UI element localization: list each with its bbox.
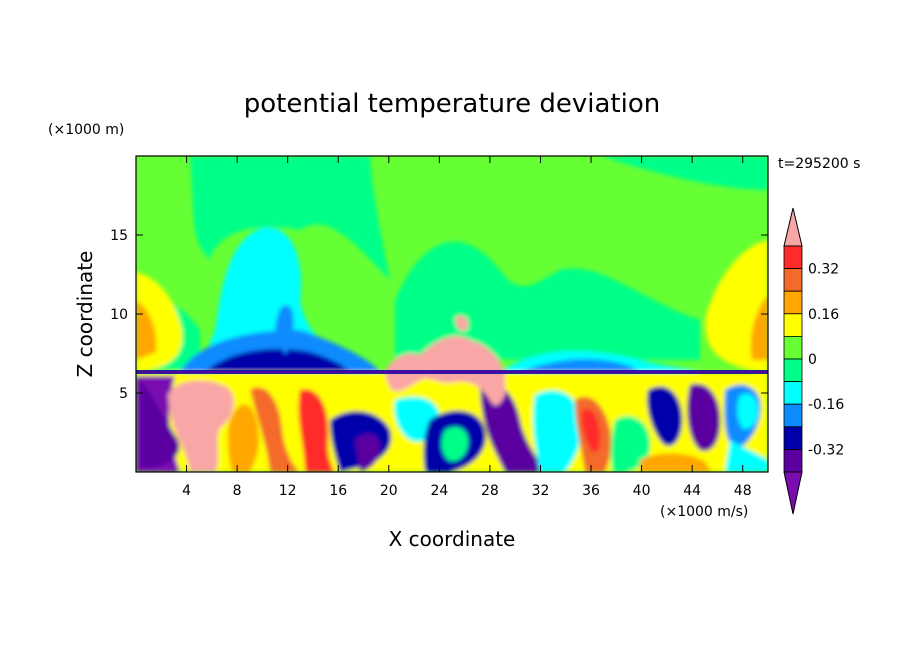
chart-title: potential temperature deviation <box>244 89 660 119</box>
y-tick-label: 10 <box>110 307 128 323</box>
colorbar-bottom-arrow <box>783 471 803 515</box>
colorbar-tick-label: -0.16 <box>808 397 844 413</box>
x-tick-label: 40 <box>633 483 651 499</box>
x-axis-label: X coordinate <box>389 527 516 551</box>
colorbar-segment <box>783 290 803 315</box>
y-unit-label: (×1000 m) <box>48 122 124 138</box>
x-tick-label: 4 <box>182 483 191 499</box>
y-axis: 5 10 15 <box>110 228 768 402</box>
x-axis: 4 8 12 16 20 24 28 32 36 40 44 48 <box>182 156 752 499</box>
heatmap-field <box>136 156 768 472</box>
colorbar-segment <box>783 268 803 292</box>
colorbar-segment <box>783 426 803 450</box>
x-tick-label: 16 <box>329 483 347 499</box>
colorbar-segment <box>783 335 803 360</box>
colorbar-tick-label: 0 <box>808 352 817 368</box>
colorbar-tick-label: 0.16 <box>808 307 839 323</box>
x-unit-label: (×1000 m/s) <box>660 504 748 520</box>
x-tick-label: 28 <box>481 483 499 499</box>
y-tick-label: 15 <box>110 228 128 244</box>
colorbar-segment <box>783 245 803 270</box>
colorbar-tick-label: 0.32 <box>808 262 839 278</box>
colorbar-segment <box>783 358 803 383</box>
colorbar-segment <box>783 313 803 337</box>
x-tick-label: 12 <box>279 483 297 499</box>
x-tick-label: 36 <box>582 483 600 499</box>
y-axis-label: Z coordinate <box>73 251 97 378</box>
x-tick-label: 44 <box>683 483 701 499</box>
colorbar-segment <box>783 381 803 405</box>
colorbar-top-arrow <box>783 207 803 247</box>
x-tick-label: 48 <box>734 483 752 499</box>
time-label: t=295200 s <box>778 156 860 172</box>
colorbar-tick-label: -0.32 <box>808 442 844 458</box>
x-tick-label: 24 <box>430 483 448 499</box>
y-tick-label: 5 <box>119 386 128 402</box>
x-tick-label: 32 <box>532 483 550 499</box>
x-tick-label: 20 <box>380 483 398 499</box>
colorbar: 0.32 0.16 0 -0.16 -0.32 <box>783 207 844 515</box>
x-tick-label: 8 <box>233 483 242 499</box>
colorbar-segment <box>783 448 803 473</box>
colorbar-segment <box>783 403 803 428</box>
